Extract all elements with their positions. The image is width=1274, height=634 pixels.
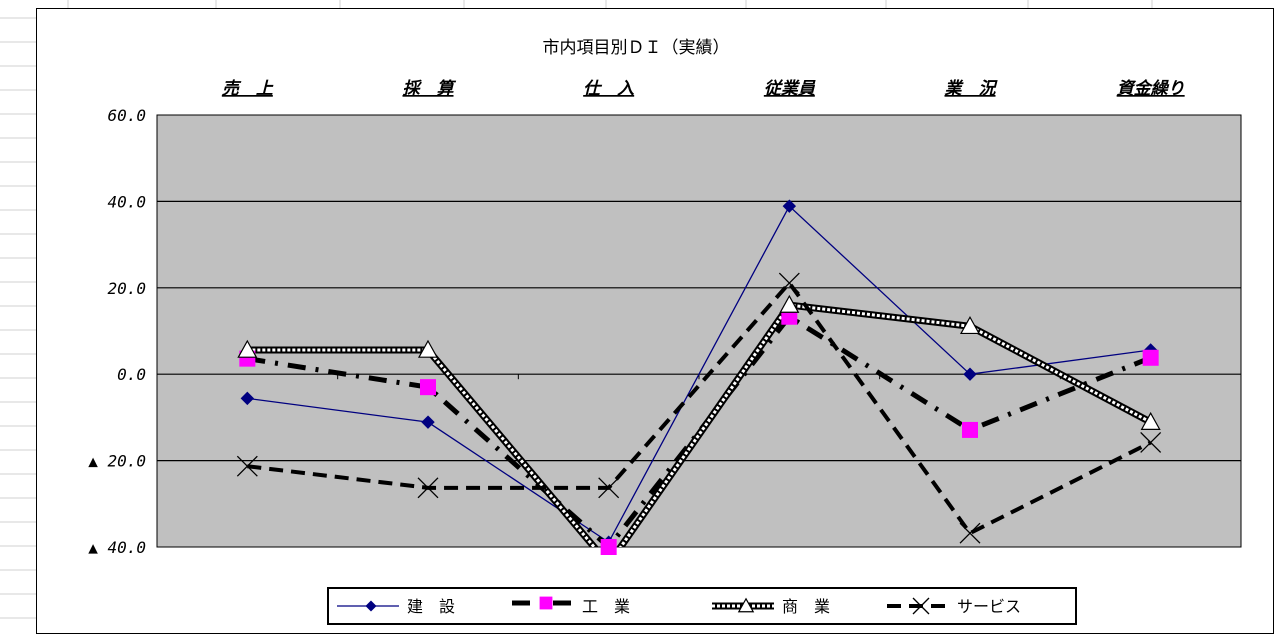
chart-title: 市内項目別ＤＩ（実績） <box>543 38 730 58</box>
data-point <box>417 339 439 358</box>
series-line <box>247 303 1152 547</box>
data-point <box>1140 431 1162 453</box>
legend-marker <box>539 596 553 610</box>
plot-area <box>156 114 1242 548</box>
category-label: 資金繰り <box>1117 79 1185 99</box>
legend-label: 建 設 <box>407 597 455 616</box>
category-label: 採 算 <box>403 79 457 99</box>
data-point <box>959 316 981 335</box>
legend-label: 工 業 <box>582 597 630 616</box>
category-label: 業 況 <box>945 79 999 99</box>
legend: 建 設 工 業 商 業 サービス <box>327 587 1077 625</box>
series-line <box>247 279 1152 536</box>
y-tick-label: ▲ 40.0 <box>88 538 146 557</box>
legend-label: 商 業 <box>782 597 830 616</box>
data-point <box>1140 411 1161 430</box>
data-point <box>782 199 797 213</box>
legend-box <box>327 587 1077 625</box>
data-point <box>420 379 436 396</box>
data-point <box>959 522 981 544</box>
category-label: 従業員 <box>764 79 816 99</box>
legend-marker <box>737 597 755 613</box>
category-label: 仕 入 <box>583 79 634 99</box>
data-point <box>237 339 258 358</box>
data-point <box>1142 349 1159 366</box>
legend-marker <box>365 600 377 612</box>
data-point <box>600 539 617 555</box>
legend-label: サービス <box>957 597 1021 616</box>
legend-marker <box>912 597 930 615</box>
data-point <box>421 415 435 429</box>
data-point <box>240 391 255 406</box>
data-point <box>962 421 978 438</box>
data-point <box>236 455 258 477</box>
y-tick-label: 40.0 <box>107 192 146 211</box>
series-line <box>247 205 1151 544</box>
category-label: 売 上 <box>222 79 274 99</box>
y-tick-label: ▲ 20.0 <box>88 452 146 471</box>
y-tick-label: 20.0 <box>107 279 146 298</box>
y-tick-label: 0.0 <box>117 365 146 384</box>
series-line <box>246 313 1152 547</box>
data-point <box>779 294 800 313</box>
y-tick-label: 60.0 <box>107 106 146 125</box>
data-point <box>778 272 800 294</box>
data-point <box>417 477 439 499</box>
data-point <box>598 477 620 499</box>
data-point <box>963 367 977 381</box>
